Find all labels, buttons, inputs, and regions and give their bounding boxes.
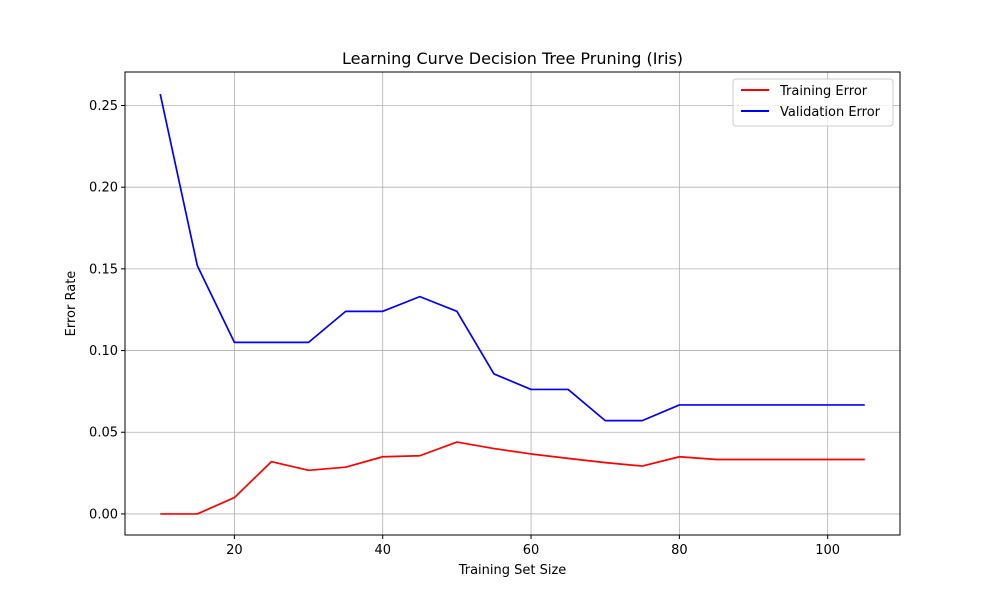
y-tick-label: 0.00 xyxy=(89,507,118,522)
legend-box xyxy=(732,78,894,127)
x-axis-label: Training Set Size xyxy=(458,563,567,578)
y-tick-label: 0.25 xyxy=(89,99,118,114)
x-tick-label: 80 xyxy=(671,543,688,558)
series-line-training-error xyxy=(160,441,865,515)
ticks: 20 40 60 80 100 0.00 0.05 0.10 0.15 0.20 0.25 xyxy=(89,99,840,558)
legend-label-training-error: Training Error xyxy=(779,84,868,99)
x-tick-label: 100 xyxy=(815,543,840,558)
plot-frame xyxy=(124,71,901,536)
y-tick-label: 0.05 xyxy=(89,426,118,441)
y-axis-label: Error Rate xyxy=(64,271,79,337)
x-tick-label: 20 xyxy=(226,543,243,558)
grid xyxy=(125,72,900,535)
legend: Training Error Validation Error xyxy=(732,78,894,127)
series-line-validation-error xyxy=(159,93,865,422)
x-tick-label: 60 xyxy=(523,543,540,558)
y-tick-label: 0.10 xyxy=(89,344,118,359)
legend-label-validation-error: Validation Error xyxy=(780,105,881,120)
series-layer xyxy=(159,93,865,515)
chart-title: Learning Curve Decision Tree Pruning (Ir… xyxy=(342,49,683,68)
y-tick-label: 0.20 xyxy=(89,181,118,196)
y-tick-label: 0.15 xyxy=(89,262,118,277)
x-tick-label: 40 xyxy=(374,543,391,558)
